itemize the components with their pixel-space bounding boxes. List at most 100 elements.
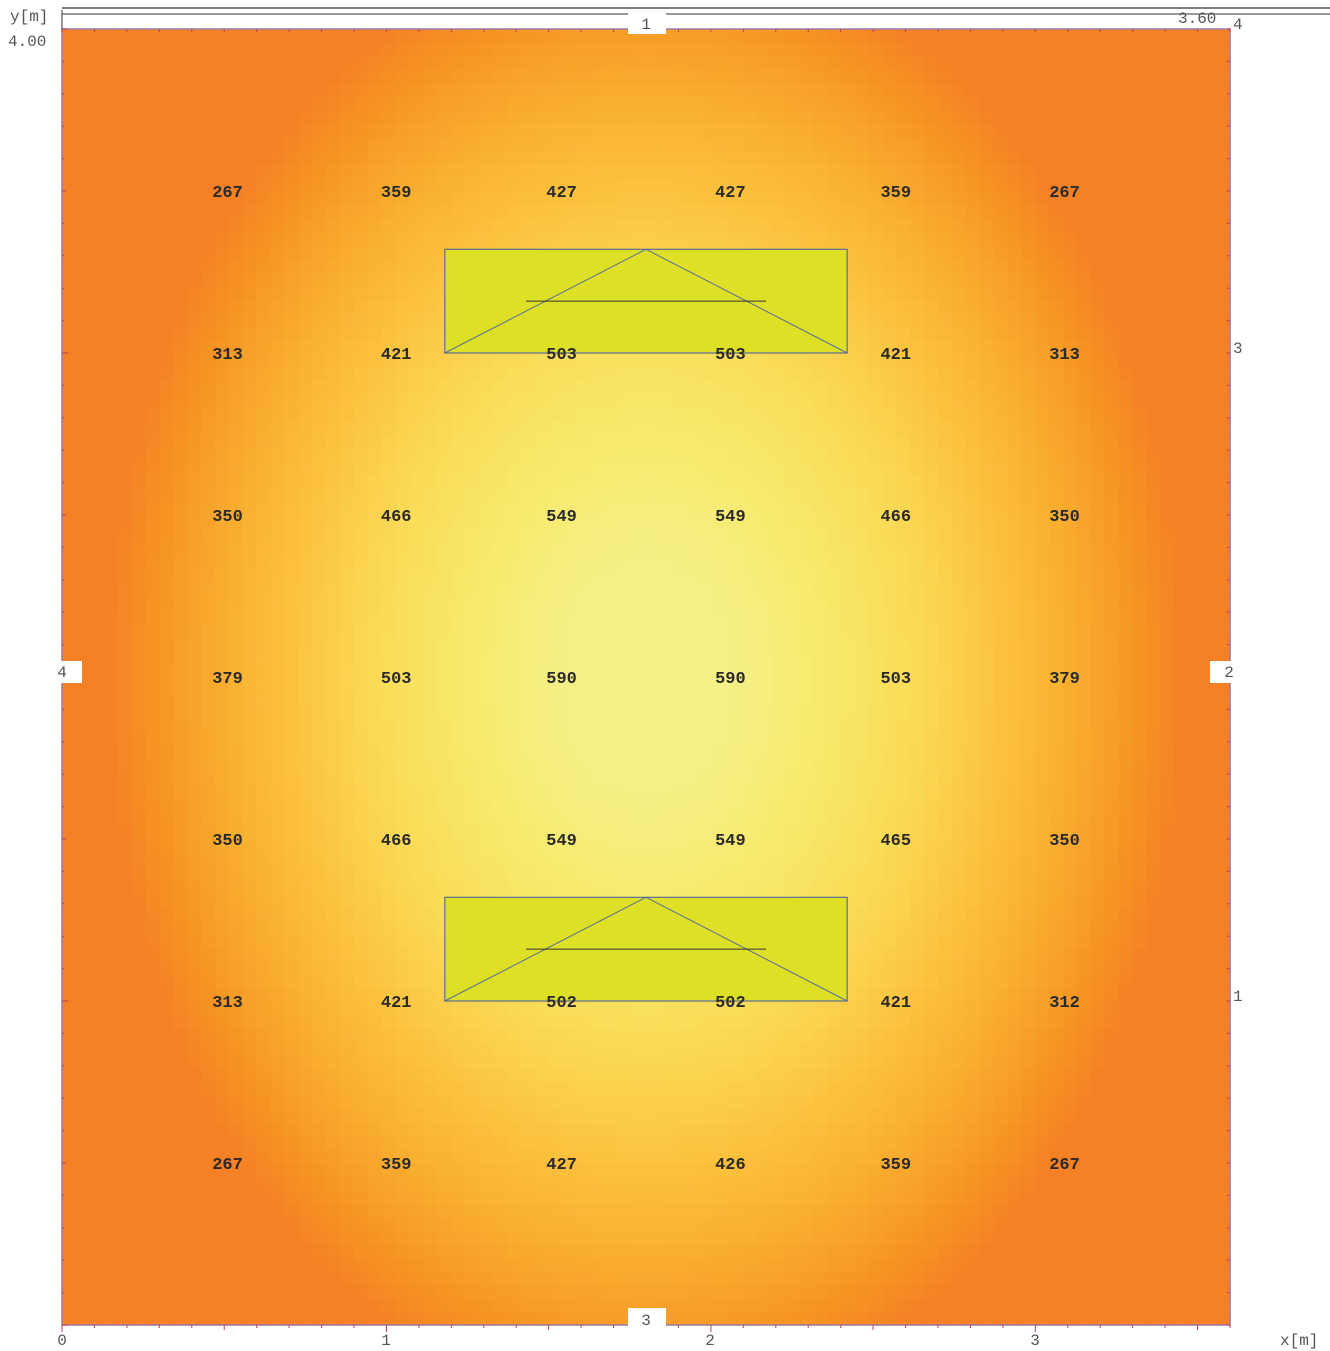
heatmap-cell [409, 1068, 425, 1083]
heatmap-cell [1021, 893, 1036, 908]
heatmap-cell [1188, 1230, 1203, 1245]
heatmap-cell [910, 650, 925, 665]
heatmap-cell [1090, 528, 1106, 543]
heatmap-cell [826, 1284, 842, 1299]
heatmap-cell [131, 1149, 147, 1164]
heatmap-cell [979, 839, 995, 854]
heatmap-cell [228, 1298, 244, 1313]
heatmap-cell [757, 528, 772, 543]
heatmap-cell [1063, 1149, 1078, 1164]
heatmap-cell [854, 1298, 870, 1313]
heatmap-cell [145, 1122, 160, 1137]
heatmap-cell [506, 879, 522, 894]
heatmap-cell [437, 785, 452, 800]
heatmap-cell [437, 839, 452, 854]
heatmap-cell [214, 1149, 230, 1164]
heatmap-cell [1202, 1257, 1217, 1272]
heatmap-cell [993, 1257, 1009, 1272]
heatmap-cell [312, 758, 327, 773]
heatmap-cell [840, 1149, 856, 1164]
heatmap-cell [548, 1136, 564, 1151]
heatmap-cell [701, 663, 717, 678]
heatmap-cell [228, 1271, 244, 1286]
heatmap-cell [993, 528, 1009, 543]
heatmap-cell [214, 1190, 230, 1205]
heatmap-cell [1049, 690, 1064, 705]
heatmap-cell [451, 1298, 466, 1313]
heatmap-cell [812, 542, 828, 557]
heatmap-cell [506, 542, 522, 557]
heatmap-cell [924, 920, 939, 935]
heatmap-cell [1035, 1001, 1050, 1016]
heatmap-cell [826, 1041, 842, 1056]
heatmap-cell [465, 690, 480, 705]
heatmap-cell [1035, 920, 1050, 935]
heatmap-cell [562, 1082, 578, 1097]
heatmap-cell [1049, 1271, 1064, 1286]
heatmap-cell [757, 1298, 772, 1313]
heatmap-cell [75, 542, 91, 557]
heatmap-cell [534, 866, 550, 881]
heatmap-cell [242, 1041, 258, 1056]
heatmap-cell [1021, 1082, 1036, 1097]
heatmap-cell [214, 690, 230, 705]
heatmap-cell [576, 1001, 591, 1016]
heatmap-cell [62, 1271, 77, 1286]
heatmap-cell [785, 825, 800, 840]
heatmap-cell [590, 1271, 605, 1286]
heatmap-cell [256, 758, 272, 773]
heatmap-cell [520, 1244, 536, 1259]
heatmap-cell [340, 1203, 355, 1218]
heatmap-cell [354, 1244, 369, 1259]
heatmap-cell [924, 663, 939, 678]
heatmap-cell [1077, 785, 1092, 800]
heatmap-cell [395, 893, 411, 908]
heatmap-cell [520, 717, 536, 732]
heatmap-cell [256, 879, 272, 894]
heatmap-cell [423, 785, 439, 800]
heatmap-cell [701, 717, 717, 732]
heatmap-cell [62, 1217, 77, 1232]
heatmap-cell [1118, 1095, 1134, 1110]
heatmap-cell [701, 1203, 717, 1218]
heatmap-cell [965, 1284, 981, 1299]
heatmap-cell [187, 974, 202, 989]
heatmap-cell [201, 528, 216, 543]
heatmap-cell [214, 960, 230, 975]
heatmap-cell [395, 1190, 411, 1205]
heatmap-cell [103, 785, 119, 800]
heatmap-cell [1216, 1298, 1231, 1313]
heatmap-cell [270, 528, 286, 543]
heatmap-cell [437, 812, 452, 827]
heatmap-cell [256, 771, 272, 786]
heatmap-cell [729, 1109, 744, 1124]
heatmap-cell [395, 1298, 411, 1313]
heatmap-cell [1132, 1163, 1148, 1178]
heatmap-cell [423, 1217, 439, 1232]
heatmap-cell [951, 1217, 967, 1232]
heatmap-cell [826, 636, 842, 651]
heatmap-cell [1118, 555, 1134, 570]
heatmap-cell [451, 1136, 466, 1151]
heatmap-cell [187, 798, 202, 813]
heatmap-cell [993, 920, 1009, 935]
heatmap-cell [326, 1041, 341, 1056]
heatmap-cell [715, 785, 731, 800]
heatmap-cell [465, 1014, 480, 1029]
heatmap-cell [951, 1122, 967, 1137]
heatmap-cell [89, 798, 105, 813]
heatmap-cell [395, 987, 411, 1002]
heatmap-cell [701, 1095, 717, 1110]
heatmap-cell [159, 933, 174, 948]
heatmap-cell [131, 1271, 147, 1286]
heatmap-cell [910, 1217, 925, 1232]
heatmap-cell [423, 852, 439, 867]
heatmap-cell [145, 1149, 160, 1164]
heatmap-cell [506, 1244, 522, 1259]
heatmap-cell [993, 798, 1009, 813]
heatmap-cell [979, 879, 995, 894]
heatmap-cell [1090, 812, 1106, 827]
heatmap-cell [618, 839, 633, 854]
heatmap-cell [145, 893, 160, 908]
heatmap-cell [1077, 1122, 1092, 1137]
